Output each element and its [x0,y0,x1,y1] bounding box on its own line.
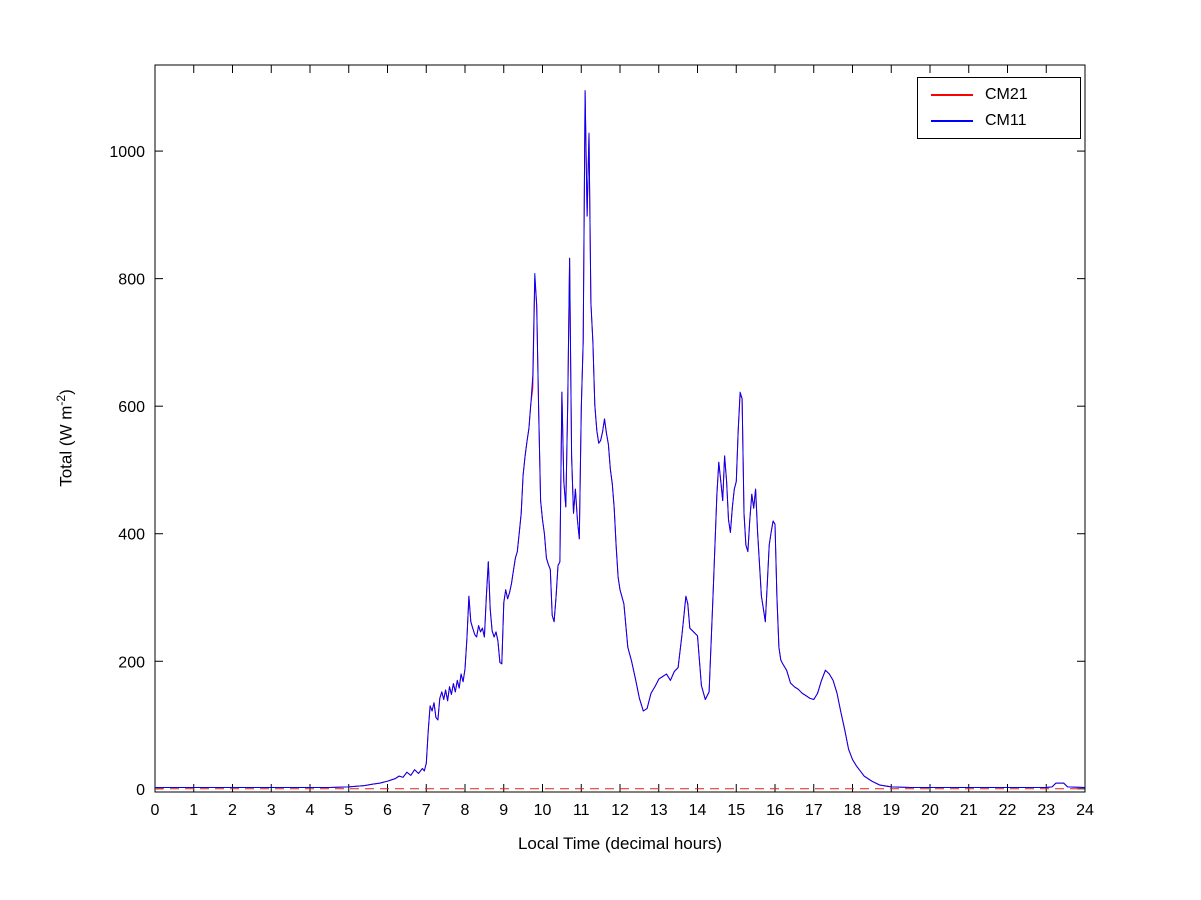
y-axis-title-exponent: -2 [54,394,68,406]
legend: CM21 CM11 [917,77,1081,139]
x-tick-label: 4 [306,802,315,819]
y-tick-label: 0 [136,782,145,799]
x-tick-label: 6 [383,802,392,819]
x-tick-label: 12 [611,802,629,819]
x-tick-label: 10 [534,802,552,819]
x-tick-label: 1 [189,802,198,819]
legend-label-cm11: CM11 [985,112,1027,129]
series-cm11-line [155,90,1086,788]
y-tick-label: 800 [118,272,145,289]
y-tick-label: 600 [118,399,145,416]
x-tick-label: 13 [650,802,668,819]
y-axis-title: Total (W m-2) [54,0,76,888]
x-tick-label: 0 [151,802,160,819]
legend-line-cm11 [931,120,973,122]
y-axis-title-text: Total (W m [56,405,76,487]
x-tick-label: 8 [461,802,470,819]
x-tick-label: 23 [1037,802,1055,819]
x-tick-label: 18 [844,802,862,819]
x-tick-label: 11 [573,802,590,819]
legend-item-cm11: CM11 [918,112,1080,130]
plot-box [154,64,1086,793]
x-tick-label: 22 [999,802,1017,819]
y-tick-label: 200 [118,654,145,671]
y-tick-label: 400 [118,527,145,544]
x-tick-label: 17 [805,802,823,819]
x-tick-label: 16 [766,802,784,819]
x-tick-label: 7 [422,802,431,819]
x-axis-title: Local Time (decimal hours) [517,834,723,853]
x-tick-label: 3 [267,802,276,819]
x-tick-label: 2 [228,802,237,819]
y-tick-label: 1000 [109,144,145,161]
x-tick-label: 20 [921,802,939,819]
x-tick-label: 21 [960,802,978,819]
x-tick-label: 5 [344,802,353,819]
x-tick-label: 15 [727,802,745,819]
legend-label-cm21: CM21 [985,86,1028,103]
x-tick-label: 14 [689,802,707,819]
legend-line-cm21 [931,94,973,96]
x-tick-label: 24 [1076,802,1094,819]
x-tick-label: 19 [882,802,900,819]
y-axis-title-close: ) [56,389,76,395]
x-tick-label: 9 [499,802,508,819]
legend-item-cm21: CM21 [918,86,1080,104]
